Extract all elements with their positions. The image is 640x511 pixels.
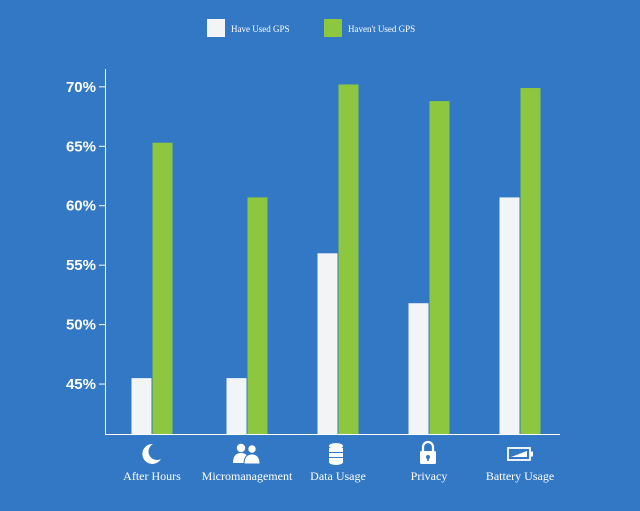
- bar-havent-used-gps: [429, 101, 450, 434]
- bars: [131, 84, 541, 435]
- bar-havent-used-gps: [520, 88, 541, 435]
- category-label: Micromanagement: [202, 469, 293, 483]
- category-label: After Hours: [123, 469, 181, 483]
- y-tick-label: 55%: [66, 257, 96, 274]
- legend-label-havent-used: Haven't Used GPS: [348, 24, 415, 34]
- category-label: Privacy: [411, 469, 448, 483]
- legend-swatch-havent-used: [324, 19, 342, 37]
- people-icon: [233, 443, 261, 465]
- bar-have-used-gps: [499, 197, 520, 434]
- y-tick-label: 65%: [66, 138, 96, 155]
- bar-havent-used-gps: [247, 197, 268, 434]
- bar-havent-used-gps: [152, 142, 173, 434]
- legend-swatch-have-used: [207, 19, 225, 37]
- y-tick-label: 45%: [66, 376, 96, 393]
- bar-have-used-gps: [317, 253, 338, 434]
- category-icons: [142, 440, 533, 465]
- bar-havent-used-gps: [338, 84, 359, 434]
- y-ticks: 45% 50% 55% 60% 65% 70%: [66, 79, 105, 393]
- category-label: Data Usage: [310, 469, 366, 483]
- y-tick-label: 60%: [66, 198, 96, 215]
- bar-have-used-gps: [131, 378, 152, 434]
- database-icon: [329, 443, 343, 465]
- category-labels: After Hours Micromanagement Data Usage P…: [123, 469, 554, 483]
- y-tick-label: 70%: [66, 79, 96, 96]
- bar-have-used-gps: [408, 303, 429, 434]
- legend: Have Used GPS Haven't Used GPS: [207, 19, 415, 37]
- bar-have-used-gps: [226, 378, 247, 434]
- y-tick-label: 50%: [66, 317, 96, 334]
- battery-icon: [507, 447, 533, 461]
- category-label: Battery Usage: [486, 469, 554, 483]
- lock-icon: [420, 440, 436, 464]
- moon-icon: [142, 443, 161, 464]
- legend-label-have-used: Have Used GPS: [231, 24, 290, 34]
